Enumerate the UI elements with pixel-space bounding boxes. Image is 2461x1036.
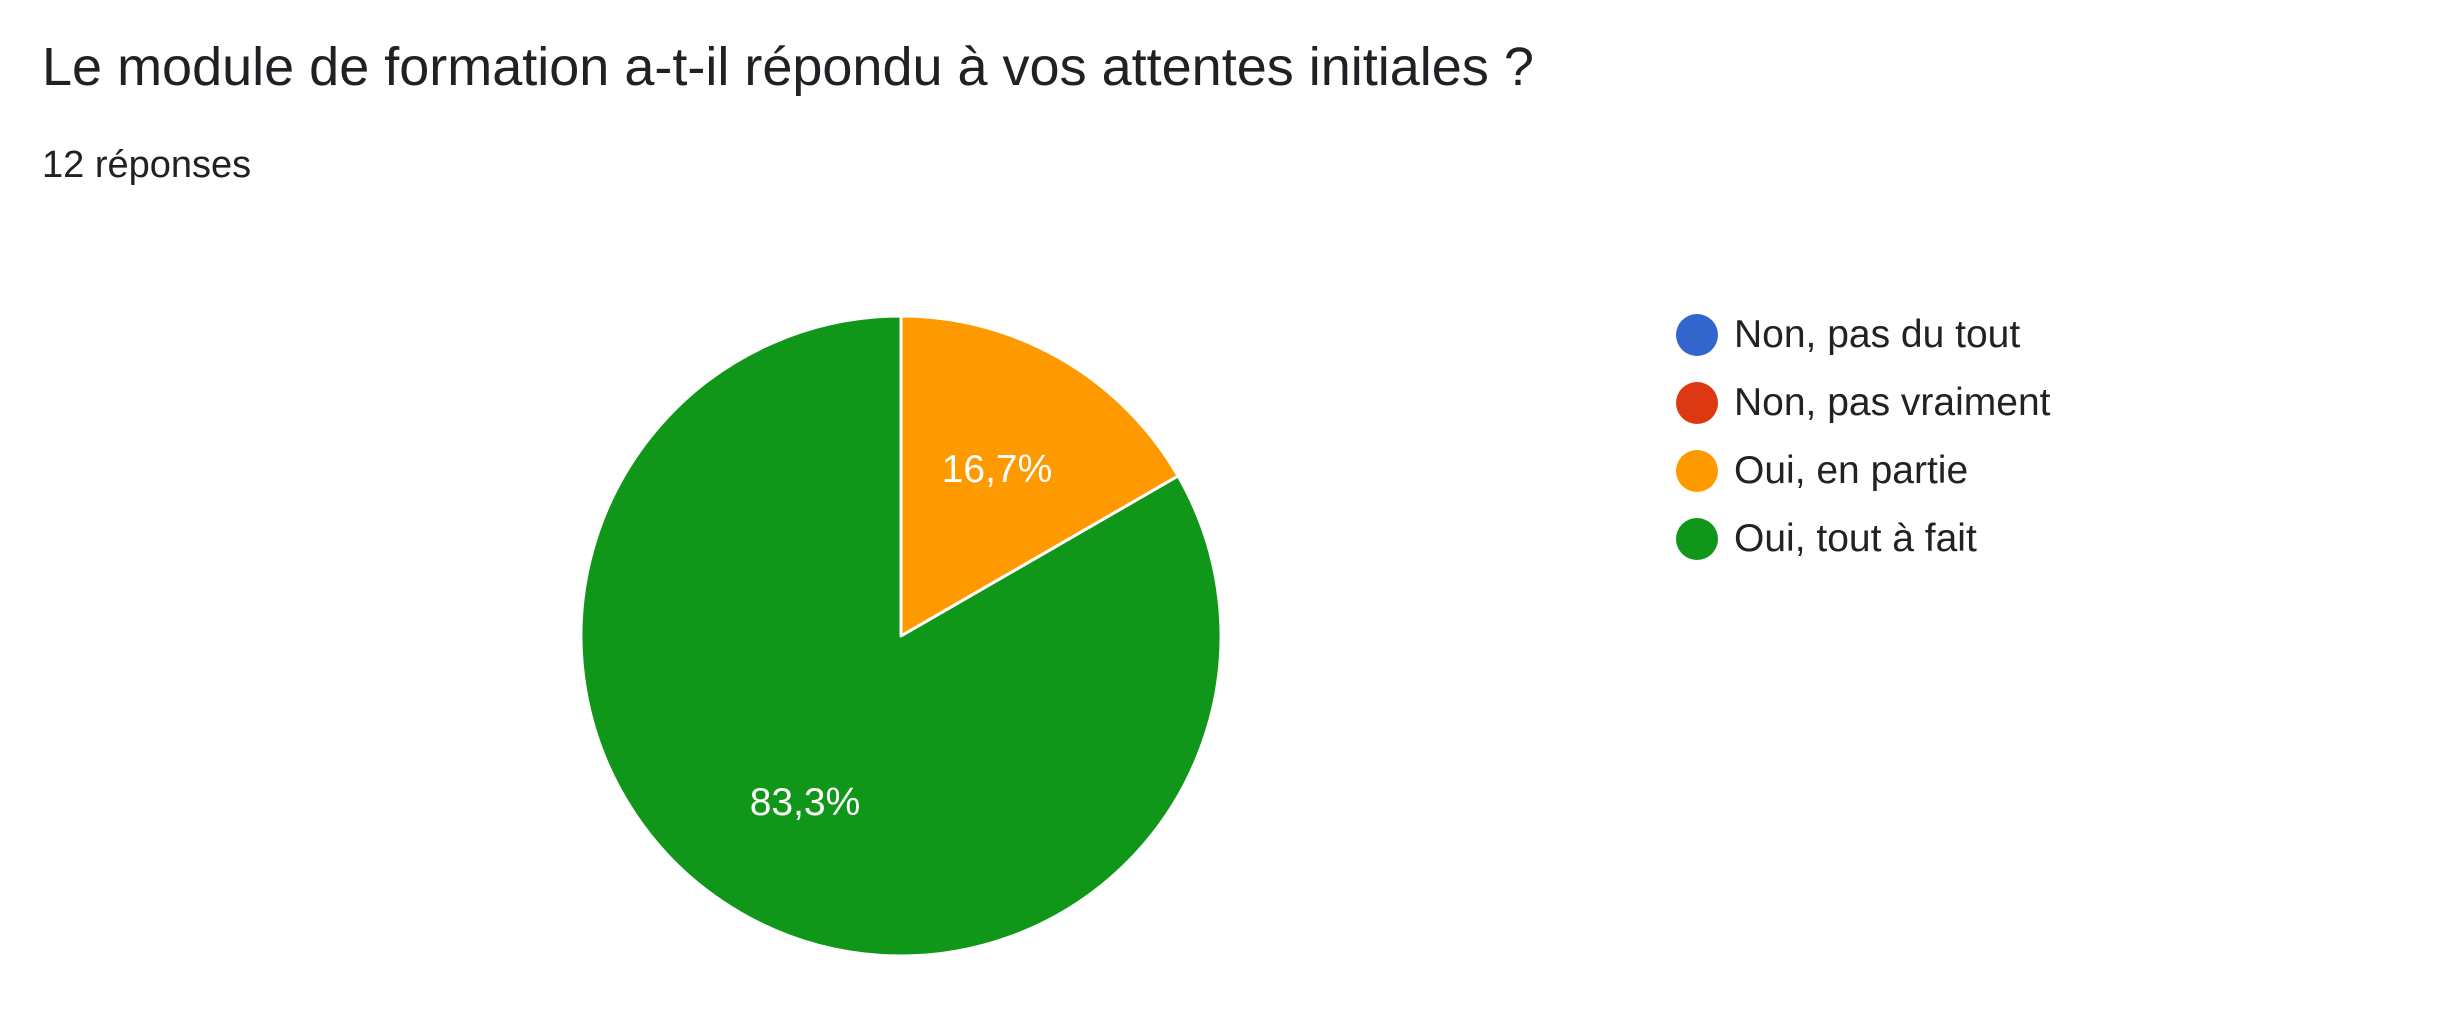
legend-item-1[interactable]: Non, pas vraiment <box>1676 369 2050 437</box>
legend-swatch-2 <box>1676 450 1718 492</box>
question-title: Le module de formation a-t-il répondu à … <box>42 37 1534 97</box>
legend-label-3: Oui, tout à fait <box>1734 517 1977 560</box>
pie-slice-2[interactable] <box>899 314 1180 638</box>
legend-item-2[interactable]: Oui, en partie <box>1676 437 2050 505</box>
response-count: 12 réponses <box>42 144 252 186</box>
legend-label-2: Oui, en partie <box>1734 449 1969 492</box>
pie-slice-label-2: 16,7% <box>942 448 1053 491</box>
legend-swatch-1 <box>1676 382 1718 424</box>
legend-item-0[interactable]: Non, pas du tout <box>1676 301 2050 369</box>
legend-swatch-0 <box>1676 314 1718 356</box>
chart-legend: Non, pas du tout Non, pas vraiment Oui, en… <box>1676 301 2050 573</box>
pie-labels: 16,7% 83,3% <box>750 448 1053 824</box>
legend-swatch-3 <box>1676 518 1718 560</box>
legend-label-0: Non, pas du tout <box>1734 313 2021 356</box>
legend-item-3[interactable]: Oui, tout à fait <box>1676 505 2050 573</box>
pie-slice-label-3: 83,3% <box>750 781 861 824</box>
pie-chart: 16,7% 83,3% <box>579 314 1223 958</box>
legend-label-1: Non, pas vraiment <box>1734 381 2051 424</box>
pie-slices <box>579 314 1223 958</box>
pie-slice-3[interactable] <box>579 314 1223 958</box>
